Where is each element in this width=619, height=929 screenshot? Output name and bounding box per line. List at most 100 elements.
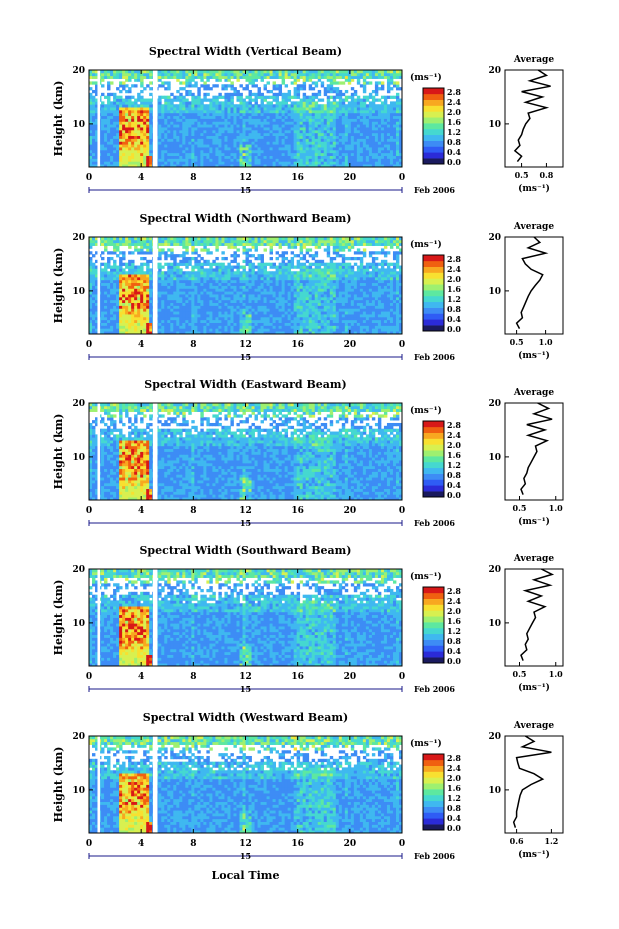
heatmap-cell bbox=[194, 144, 198, 148]
heatmap-cell bbox=[353, 152, 358, 156]
heatmap-cell bbox=[134, 294, 138, 298]
heatmap-cell bbox=[236, 109, 240, 114]
heatmap-cell bbox=[371, 107, 376, 111]
heatmap-cell bbox=[230, 104, 234, 108]
heatmap-cell bbox=[125, 155, 129, 159]
heatmap-cell bbox=[185, 149, 189, 154]
heatmap-cell bbox=[278, 322, 283, 326]
heatmap-cell bbox=[356, 107, 361, 111]
heatmap-cell bbox=[209, 331, 213, 335]
heatmap-cell bbox=[392, 81, 397, 85]
heatmap-cell bbox=[113, 92, 117, 97]
heatmap-cell bbox=[185, 132, 189, 137]
date-label: Feb 2006 bbox=[414, 185, 455, 195]
heatmap-cell bbox=[317, 302, 322, 306]
heatmap-cell bbox=[191, 75, 195, 79]
heatmap-cell bbox=[284, 291, 289, 295]
heatmap-cell bbox=[95, 127, 99, 131]
heatmap-cell bbox=[110, 149, 114, 154]
heatmap-cell bbox=[398, 155, 403, 159]
heatmap-cell bbox=[371, 141, 376, 145]
heatmap-cell bbox=[320, 121, 325, 125]
heatmap-cell bbox=[167, 328, 171, 332]
heatmap-cell bbox=[125, 118, 129, 122]
heatmap-cell bbox=[164, 294, 168, 298]
heatmap-cell bbox=[362, 87, 367, 91]
heatmap-cell bbox=[335, 308, 340, 312]
heatmap-cell bbox=[125, 70, 129, 74]
heatmap-cell bbox=[350, 141, 355, 145]
heatmap-cell bbox=[323, 311, 328, 315]
heatmap-cell bbox=[359, 104, 364, 108]
heatmap-cell bbox=[344, 308, 349, 312]
heatmap-cell bbox=[119, 316, 123, 321]
heatmap-cell bbox=[185, 124, 189, 128]
heatmap-cell bbox=[254, 149, 258, 154]
heatmap-cell bbox=[278, 155, 283, 159]
heatmap-cell bbox=[140, 98, 144, 102]
heatmap-cell bbox=[359, 331, 364, 335]
heatmap-cell bbox=[170, 101, 174, 105]
heatmap-cell bbox=[398, 294, 403, 298]
heatmap-cell bbox=[251, 112, 255, 117]
heatmap-cell bbox=[350, 144, 355, 148]
heatmap-cell bbox=[365, 325, 370, 329]
heatmap-cell bbox=[260, 104, 264, 108]
heatmap-cell bbox=[89, 70, 93, 74]
heatmap-cell bbox=[137, 70, 141, 74]
heatmap-cell bbox=[302, 132, 307, 137]
heatmap-cell bbox=[389, 305, 394, 309]
heatmap-cell bbox=[350, 147, 355, 151]
heatmap-cell bbox=[212, 161, 216, 165]
heatmap-cell bbox=[179, 98, 183, 102]
heatmap-cell bbox=[362, 305, 367, 309]
heatmap-cell bbox=[302, 164, 307, 168]
heatmap-cell bbox=[110, 115, 114, 119]
heatmap-cell bbox=[320, 132, 325, 137]
heatmap-cell bbox=[128, 95, 132, 99]
heatmap-cell bbox=[242, 328, 246, 332]
heatmap-cell bbox=[350, 328, 355, 332]
heatmap-cell bbox=[170, 302, 174, 306]
heatmap-cell bbox=[149, 141, 153, 145]
heatmap-cell bbox=[140, 144, 144, 148]
heatmap-cell bbox=[278, 149, 283, 154]
heatmap-cell bbox=[194, 141, 198, 145]
heatmap-cell bbox=[179, 316, 183, 321]
heatmap-cell bbox=[308, 87, 313, 91]
heatmap-cell bbox=[107, 107, 111, 111]
heatmap-cell bbox=[224, 164, 228, 168]
heatmap-cell bbox=[254, 322, 258, 326]
heatmap-cell bbox=[164, 291, 168, 295]
heatmap-cell bbox=[245, 75, 249, 79]
heatmap-cell bbox=[161, 127, 165, 131]
heatmap-cell bbox=[335, 141, 340, 145]
heatmap-cell bbox=[104, 118, 108, 122]
heatmap-cell bbox=[185, 101, 189, 105]
heatmap-cell bbox=[194, 299, 198, 304]
heatmap-cell bbox=[356, 302, 361, 306]
heatmap-cell bbox=[233, 155, 237, 159]
heatmap-cell bbox=[356, 129, 361, 134]
heatmap-cell bbox=[392, 72, 397, 77]
heatmap-cell bbox=[149, 308, 153, 312]
heatmap-cell bbox=[305, 72, 310, 77]
heatmap-cell bbox=[161, 138, 165, 142]
heatmap-cell bbox=[242, 147, 246, 151]
heatmap-cell bbox=[191, 132, 195, 137]
heatmap-cell bbox=[203, 322, 207, 326]
heatmap-cell bbox=[146, 314, 150, 318]
heatmap-cell bbox=[221, 95, 225, 99]
heatmap-cell bbox=[341, 124, 346, 128]
heatmap-cell bbox=[284, 314, 289, 318]
heatmap-cell bbox=[89, 288, 93, 292]
heatmap-cell bbox=[131, 305, 135, 309]
heatmap-cell bbox=[239, 127, 243, 131]
heatmap-cell bbox=[200, 121, 204, 125]
heatmap-cell bbox=[194, 115, 198, 119]
heatmap-cell bbox=[323, 316, 328, 321]
heatmap-cell bbox=[326, 84, 331, 88]
heatmap-cell bbox=[359, 314, 364, 318]
heatmap-cell bbox=[158, 164, 162, 168]
heatmap-cell bbox=[368, 101, 373, 105]
